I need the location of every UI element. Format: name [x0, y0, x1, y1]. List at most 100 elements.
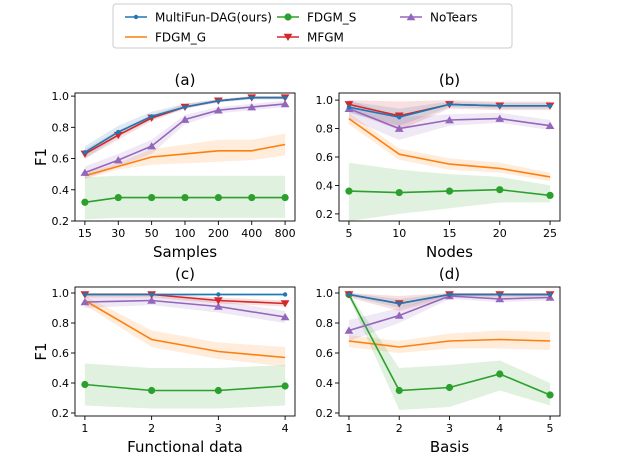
- data-point: [114, 193, 122, 202]
- data-point: [148, 193, 156, 202]
- data-point: [344, 101, 354, 109]
- band-fdgm-s: [84, 363, 286, 409]
- y-tick-label: 1.0: [316, 94, 334, 107]
- y-tick-label: 0.2: [52, 215, 70, 228]
- y-tick-label: 0.2: [52, 407, 70, 420]
- legend-marker: [406, 13, 416, 21]
- data-point: [495, 114, 505, 122]
- data-point: [80, 168, 90, 176]
- data-point: [346, 105, 352, 110]
- data-point: [495, 295, 505, 303]
- legend-entry-notears: NoTears: [400, 11, 478, 25]
- data-point: [546, 191, 554, 199]
- data-point: [546, 391, 554, 399]
- band-notears: [84, 100, 286, 179]
- panel-title: (b): [439, 71, 460, 89]
- data-point: [282, 95, 288, 100]
- x-tick-label: 400: [241, 227, 262, 240]
- data-point: [345, 187, 353, 195]
- x-tick-label: 4: [282, 422, 289, 435]
- y-tick-label: 0.8: [316, 317, 334, 330]
- data-point: [547, 292, 553, 297]
- data-point: [445, 116, 454, 124]
- data-point: [81, 198, 89, 206]
- y-tick-label: 0.4: [52, 377, 70, 390]
- panel-title: (d): [439, 265, 460, 283]
- data-point: [445, 383, 454, 392]
- data-point: [394, 124, 404, 132]
- data-point: [149, 292, 154, 297]
- series-fdgm-g: [84, 299, 286, 359]
- band-fdgm-s: [348, 293, 551, 410]
- x-tick-label: 30: [111, 227, 125, 240]
- data-point: [547, 103, 553, 109]
- y-tick-label: 0.4: [316, 179, 334, 192]
- series-line: [348, 117, 551, 178]
- x-tick-label: 2: [396, 422, 403, 435]
- plot-frame: [74, 286, 296, 417]
- x-tick-label: 200: [208, 227, 229, 240]
- y-tick-label: 1.0: [52, 90, 70, 103]
- series-multifun-dag-ours: [82, 292, 288, 297]
- data-point: [395, 188, 403, 197]
- series-fdgm-s: [81, 380, 289, 395]
- x-tick-label: 15: [443, 227, 457, 240]
- data-point: [214, 193, 222, 202]
- series-line: [84, 143, 286, 177]
- legend-entry-mfgm: MFGM: [277, 31, 344, 45]
- band-mfgm: [84, 293, 286, 307]
- band-fdgm-g: [84, 133, 286, 179]
- data-point: [213, 302, 223, 310]
- data-point: [282, 292, 288, 297]
- data-point: [395, 386, 403, 395]
- band-notears: [84, 296, 286, 323]
- x-axis-label: Samples: [153, 243, 217, 261]
- panel-a: (a) 0.2 0.4 0.6 0.8 1.0 15 30 50 100 200 400 800 Samp…: [32, 71, 296, 261]
- x-tick-label: 2: [148, 422, 155, 435]
- series-line: [84, 383, 286, 392]
- y-tick-label: 0.6: [52, 153, 70, 166]
- band-fdgm-g: [348, 112, 551, 182]
- data-point: [182, 104, 188, 110]
- data-point: [116, 129, 121, 135]
- data-point: [281, 382, 289, 390]
- legend-label: FDGM_G: [155, 31, 206, 45]
- y-tick-label: 0.2: [316, 208, 334, 221]
- data-point: [147, 142, 157, 150]
- data-point: [445, 187, 454, 195]
- x-tick-label: 25: [543, 227, 557, 240]
- legend-label: FDGM_S: [307, 11, 356, 25]
- data-point: [214, 386, 222, 395]
- data-point: [545, 121, 555, 130]
- y-tick-label: 0.8: [316, 123, 334, 136]
- data-point: [216, 292, 221, 297]
- x-tick-label: 5: [547, 422, 554, 435]
- series-multifun-dag-ours: [346, 102, 553, 120]
- y-tick-label: 0.4: [52, 184, 70, 197]
- panel-b: (b) 0.2 0.4 0.6 0.8 1.0 5 10 15 20 25 Nodes: [316, 71, 561, 261]
- data-point: [216, 98, 221, 104]
- x-axis-label: Functional data: [127, 438, 243, 456]
- data-point: [147, 296, 157, 304]
- legend-marker: [283, 33, 293, 41]
- series-line: [84, 299, 286, 359]
- series-notears: [344, 104, 555, 132]
- legend-entry-fdgm-s: FDGM_S: [277, 11, 356, 25]
- data-point: [447, 102, 452, 107]
- y-axis-label: F1: [32, 148, 50, 166]
- panel-title: (c): [175, 265, 195, 283]
- y-tick-label: 0.4: [316, 377, 334, 390]
- series-fdgm-g: [348, 117, 551, 178]
- y-tick-label: 0.8: [52, 317, 70, 330]
- y-tick-label: 0.6: [52, 347, 70, 360]
- data-point: [248, 193, 256, 202]
- x-tick-label: 3: [215, 422, 222, 435]
- data-point: [496, 186, 504, 194]
- legend-entry-fdgm-g: FDGM_G: [125, 31, 206, 45]
- series-fdgm-s: [345, 186, 554, 199]
- x-axis-label: Basis: [430, 438, 469, 456]
- x-tick-label: 15: [78, 227, 92, 240]
- series-line: [348, 338, 551, 348]
- data-point: [397, 301, 402, 306]
